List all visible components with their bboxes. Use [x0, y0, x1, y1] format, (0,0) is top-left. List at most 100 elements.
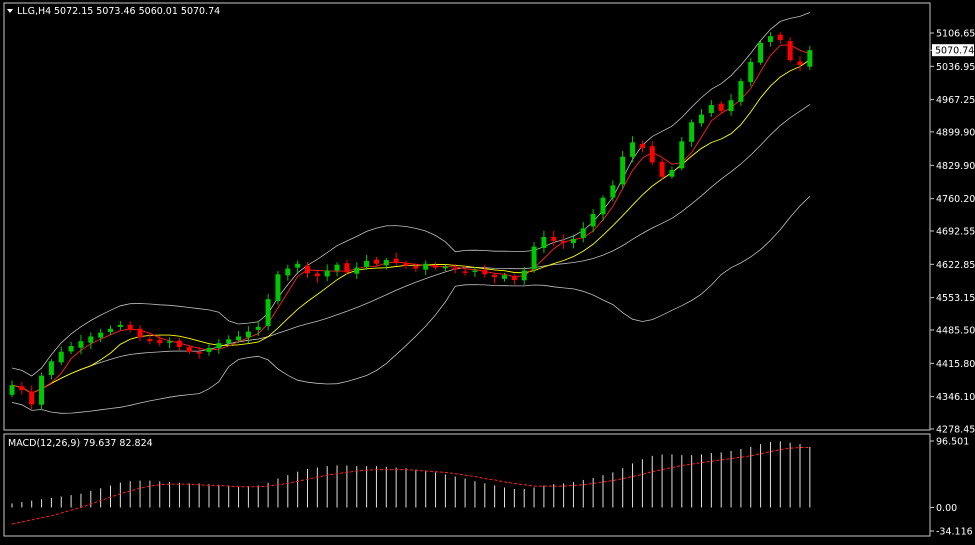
bollinger-lower [11, 196, 811, 414]
candle-bear [157, 339, 163, 344]
candle-bull [807, 50, 813, 67]
current-price-box-bg [932, 44, 974, 57]
candle-bull [117, 324, 123, 327]
candle-bull [630, 142, 636, 157]
ma-fast-line [11, 44, 811, 394]
candle-bull [541, 237, 547, 249]
candle-bear [127, 324, 133, 330]
candle-bull [364, 260, 370, 267]
candle-bull [708, 105, 714, 114]
macd-histogram [11, 441, 811, 508]
candle-bear [176, 340, 182, 347]
price-tick-label: 4415.80 [936, 359, 975, 370]
price-axis: 5106.65 5036.95 4967.25 4899.90 4829.90 4760.… [930, 29, 975, 436]
candle-bull [610, 185, 616, 198]
candle-bull [236, 336, 242, 341]
candle-bull [285, 268, 291, 276]
candle-bull [620, 156, 626, 185]
candle-bull [324, 270, 330, 277]
candle-bull [758, 42, 764, 63]
price-tick-label: 4485.50 [936, 326, 975, 337]
candle-bull [531, 246, 537, 269]
candle-bull [383, 259, 389, 266]
price-tick-label: 4622.85 [936, 260, 975, 271]
candle-bear [305, 265, 310, 274]
bollinger-bands [11, 12, 811, 414]
candle-bear [403, 262, 409, 266]
candle-bull [354, 267, 360, 274]
candle-bear [649, 146, 655, 163]
price-tick-label: 4899.90 [936, 127, 975, 138]
candle-bear [29, 391, 35, 405]
candle-bear [659, 161, 665, 177]
candle-bull [767, 36, 773, 42]
price-panel-frame [3, 2, 931, 431]
candle-bull [275, 274, 281, 301]
candle-bear [462, 271, 468, 273]
candle-bull [255, 326, 261, 330]
ohlc-label: 5072.15 5073.46 5060.01 5070.74 [54, 6, 220, 17]
candle-bull [265, 299, 271, 326]
candle-bull [442, 266, 448, 269]
candle-bull [226, 339, 232, 344]
bollinger-middle [11, 104, 811, 394]
price-tick-label: 5036.95 [936, 62, 975, 73]
price-tick-label: 4967.25 [936, 95, 975, 106]
candle-bull [68, 346, 74, 352]
macd-panel[interactable]: 96.501 0.00 -34.116 MACD(12,26,9) 79.637 8… [3, 433, 973, 538]
candle-bull [108, 328, 113, 332]
price-tick-label: 4760.20 [936, 194, 975, 205]
candle-bull [699, 114, 704, 124]
candle-bull [728, 100, 734, 112]
price-tick-label: 4346.10 [936, 392, 975, 403]
macd-title: MACD(12,26,9) 79.637 82.824 [8, 438, 153, 449]
candle-bear [777, 34, 783, 41]
candle-bear [393, 258, 399, 263]
candle-bear [718, 103, 724, 111]
price-tick-label: 4829.90 [936, 161, 975, 172]
price-tick-label: 4692.55 [936, 227, 975, 238]
chart-header: LLG,H4 5072.15 5073.46 5060.01 5070.74 [7, 6, 220, 17]
candle-bull [88, 336, 94, 343]
candle-bear [196, 352, 202, 354]
candle-bull [245, 331, 251, 338]
symbol-label: LLG,H4 [17, 6, 51, 17]
candle-bull [423, 263, 429, 270]
candle-bear [482, 269, 488, 275]
macd-signal-line [11, 447, 810, 525]
candle-bull [600, 197, 606, 215]
candle-bear [561, 240, 567, 243]
candle-bull [669, 170, 675, 177]
bollinger-upper [11, 12, 811, 377]
candle-bull [738, 81, 744, 102]
candle-bull [216, 343, 222, 348]
macd-tick-label: -34.116 [936, 527, 973, 538]
macd-tick-label: 0.00 [936, 503, 957, 514]
candle-bear [19, 386, 25, 391]
candle-bear [639, 144, 645, 149]
candles [9, 32, 813, 411]
candle-bull [472, 270, 478, 272]
price-panel[interactable]: 5106.65 5036.95 4967.25 4899.90 4829.90 4760.… [3, 2, 975, 436]
candle-bull [39, 375, 45, 405]
price-tick-label: 4278.45 [936, 425, 975, 436]
macd-panel-frame [3, 433, 931, 537]
price-tick-label: 5106.65 [936, 29, 975, 40]
candle-bull [206, 347, 212, 352]
candle-bear [787, 41, 793, 61]
candle-bear [492, 274, 498, 278]
candle-bull [98, 332, 104, 338]
macd-signal [11, 447, 810, 525]
candle-bull [502, 275, 507, 279]
candle-bull [679, 141, 685, 169]
macd-tick-label: 96.501 [936, 437, 969, 448]
candle-bear [433, 265, 439, 268]
price-tick-label: 4553.15 [936, 293, 975, 304]
macd-axis: 96.501 0.00 -34.116 [930, 437, 973, 538]
menu-triangle-icon[interactable] [7, 9, 13, 13]
candle-bear [373, 259, 379, 264]
candle-bear [413, 265, 419, 269]
candle-bear [314, 273, 320, 277]
